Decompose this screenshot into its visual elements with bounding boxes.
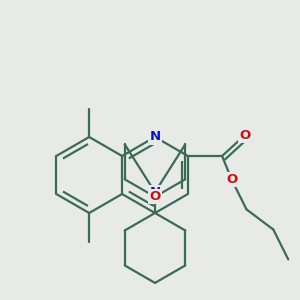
Text: O: O <box>239 129 250 142</box>
Text: O: O <box>226 173 237 186</box>
Text: N: N <box>149 130 161 143</box>
Text: O: O <box>149 190 161 203</box>
Text: N: N <box>149 186 161 199</box>
